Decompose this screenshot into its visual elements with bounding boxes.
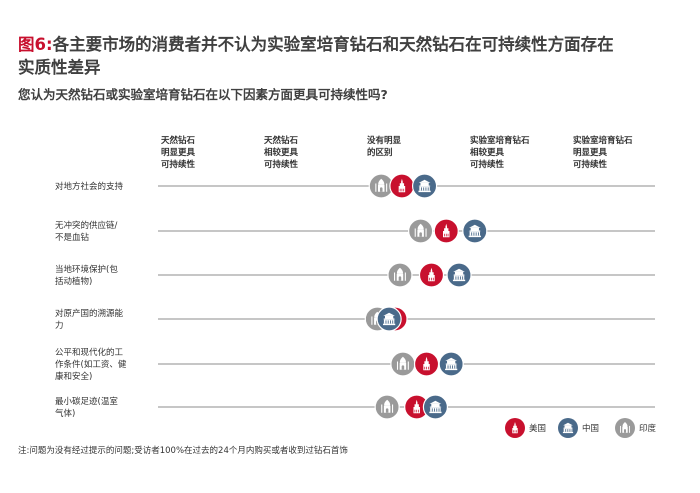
column-header-1-line-2: 明显更具 [161,147,196,158]
row-label-4-line-1: 对原产国的溯源能 [55,308,124,319]
legend-item-2: 中国 [558,418,599,438]
row-label-3-line-2: 括动植物) [55,276,92,287]
column-header-2-line-2: 相较更具 [264,147,299,158]
legend-label-1: 美国 [529,423,546,434]
marker-india-row-2 [408,218,434,244]
legend-item-1: 美国 [505,418,546,438]
row-label-1-line-1: 对地方社会的支持 [55,181,124,192]
marker-us-row-2 [433,218,459,244]
column-header-5-line-2: 明显更具 [573,147,608,158]
row-label-5-line-2: 作条件(如工资、健 [55,359,127,370]
column-header-5-line-1: 实验室培育钻石 [573,135,633,146]
row-label-3-line-1: 当地环境保护(包 [55,264,118,275]
legend-label-3: 印度 [639,423,657,434]
title-text: 各主要市场的消费者并不认为实验室培育钻石和天然钻石在可持续性方面存在 [52,34,614,54]
row-label-6-line-2: 气体) [55,408,75,419]
marker-china-row-1 [411,173,438,199]
legend-label-2: 中国 [582,423,599,434]
marker-us-row-5 [413,351,440,377]
column-header-1-line-1: 天然钻石 [161,135,196,146]
data-markers [364,173,488,420]
row-label-2-line-2: 不是血钻 [55,232,90,243]
column-header-4-line-3: 可持续性 [470,159,505,170]
row-label-6-line-1: 最小碳足迹(温室 [55,396,118,407]
column-header-1-line-3: 可持续性 [161,159,196,170]
marker-china-row-2 [462,218,488,244]
column-header-4-line-1: 实验室培育钻石 [470,135,530,146]
marker-india-row-6 [374,394,400,420]
marker-china-row-4 [376,306,402,332]
column-header-3-line-2: 的区别 [367,147,393,158]
marker-us-row-1 [389,173,415,199]
marker-us-row-3 [418,262,445,288]
row-label-5-line-1: 公平和现代化的工 [55,347,124,358]
column-headers: 天然钻石明显更具可持续性天然钻石相较更具可持续性没有明显的区别实验室培育钻石相较… [161,135,633,170]
row-label-4-line-2: 力 [55,320,64,331]
column-header-2-line-3: 可持续性 [264,159,299,170]
chart-title-line-1: 图6:各主要市场的消费者并不认为实验室培育钻石和天然钻石在可持续性方面存在 [18,34,614,54]
column-header-5-line-3: 可持续性 [573,159,608,170]
column-header-2-line-1: 天然钻石 [264,135,299,146]
chart-title-line-2: 实质性差异 [18,57,101,77]
figure-label: 图6: [18,35,53,54]
legend-item-3: 印度 [615,418,657,438]
marker-china-row-6 [422,394,449,420]
legend: 美国 中国 印度 [505,418,657,438]
column-header-4-line-2: 相较更具 [470,147,505,158]
row-label-5-line-3: 康和安全) [55,371,92,382]
marker-china-row-3 [446,262,472,288]
column-header-3-line-1: 没有明显 [367,135,402,146]
footnote: 注:问题为没有经过提示的问题;受访者100%在过去的24个月内购买或者收到过钻石… [18,445,348,456]
marker-india-row-5 [390,351,416,377]
row-label-2-line-1: 无冲突的供应链/ [55,220,118,231]
marker-china-row-5 [438,351,464,377]
chart-subtitle: 您认为天然钻石或实验室培育钻石在以下因素方面更具可持续性吗? [18,87,388,102]
marker-india-row-3 [387,262,413,288]
